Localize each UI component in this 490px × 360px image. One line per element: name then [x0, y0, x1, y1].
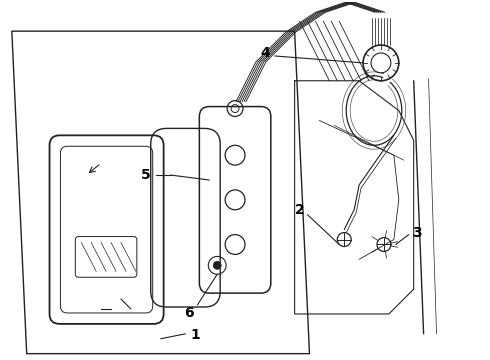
Text: 3: 3	[412, 226, 421, 240]
Circle shape	[213, 261, 221, 269]
Text: 2: 2	[294, 203, 304, 217]
Text: 1: 1	[191, 328, 200, 342]
Text: 5: 5	[141, 168, 150, 182]
Text: 4: 4	[260, 46, 270, 60]
Text: 6: 6	[185, 306, 194, 320]
